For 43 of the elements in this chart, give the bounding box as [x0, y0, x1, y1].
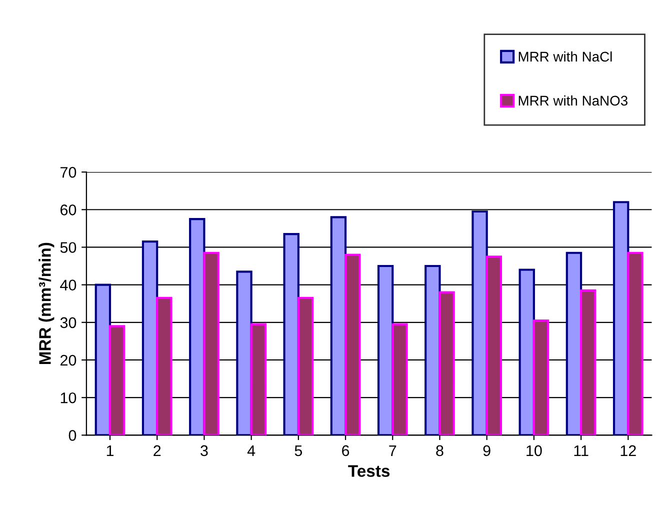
bar	[283, 233, 300, 436]
x-tick-label: 4	[247, 445, 256, 456]
legend-label: MRR with NaCl	[518, 51, 612, 62]
x-axis-title: Tests	[348, 465, 390, 477]
bar	[486, 256, 502, 436]
x-tick-label: 2	[154, 445, 161, 456]
y-axis-title: MRR (mm³/min)	[38, 242, 54, 364]
bar	[532, 319, 550, 436]
y-tick-label: 60	[60, 204, 76, 216]
legend-label: MRR with NaNO3	[518, 95, 628, 106]
x-tick-label: 8	[436, 445, 444, 456]
bar	[203, 252, 220, 436]
bar	[580, 289, 596, 436]
x-tick-label: 3	[200, 445, 208, 456]
y-tick-label: 0	[68, 430, 76, 441]
y-tick-label: 50	[60, 242, 76, 253]
x-tick-label: 7	[389, 445, 396, 456]
x-tick-label: 6	[342, 445, 350, 456]
x-tick-label: 11	[574, 445, 588, 456]
bar	[142, 240, 158, 436]
bar	[438, 291, 455, 436]
y-tick-label: 20	[60, 354, 76, 366]
bar	[108, 325, 126, 436]
bar	[344, 254, 361, 436]
bar	[250, 323, 266, 436]
y-tick-label: 30	[60, 317, 76, 328]
bar	[297, 296, 314, 436]
bar	[472, 210, 488, 436]
x-tick-label: 10	[526, 445, 542, 456]
bar	[392, 323, 408, 436]
x-tick-label: 5	[294, 445, 302, 456]
x-tick-label: 1	[106, 445, 114, 456]
y-tick-label: 40	[60, 280, 76, 290]
x-tick-label: 9	[483, 445, 490, 456]
x-tick-label: 12	[620, 445, 636, 456]
y-tick-label: 10	[60, 392, 76, 404]
bar	[156, 296, 172, 436]
bar	[627, 252, 644, 436]
y-tick-label: 70	[60, 166, 76, 178]
bar	[94, 284, 112, 436]
bar	[518, 268, 535, 436]
bar	[377, 264, 394, 436]
bar	[236, 270, 252, 436]
